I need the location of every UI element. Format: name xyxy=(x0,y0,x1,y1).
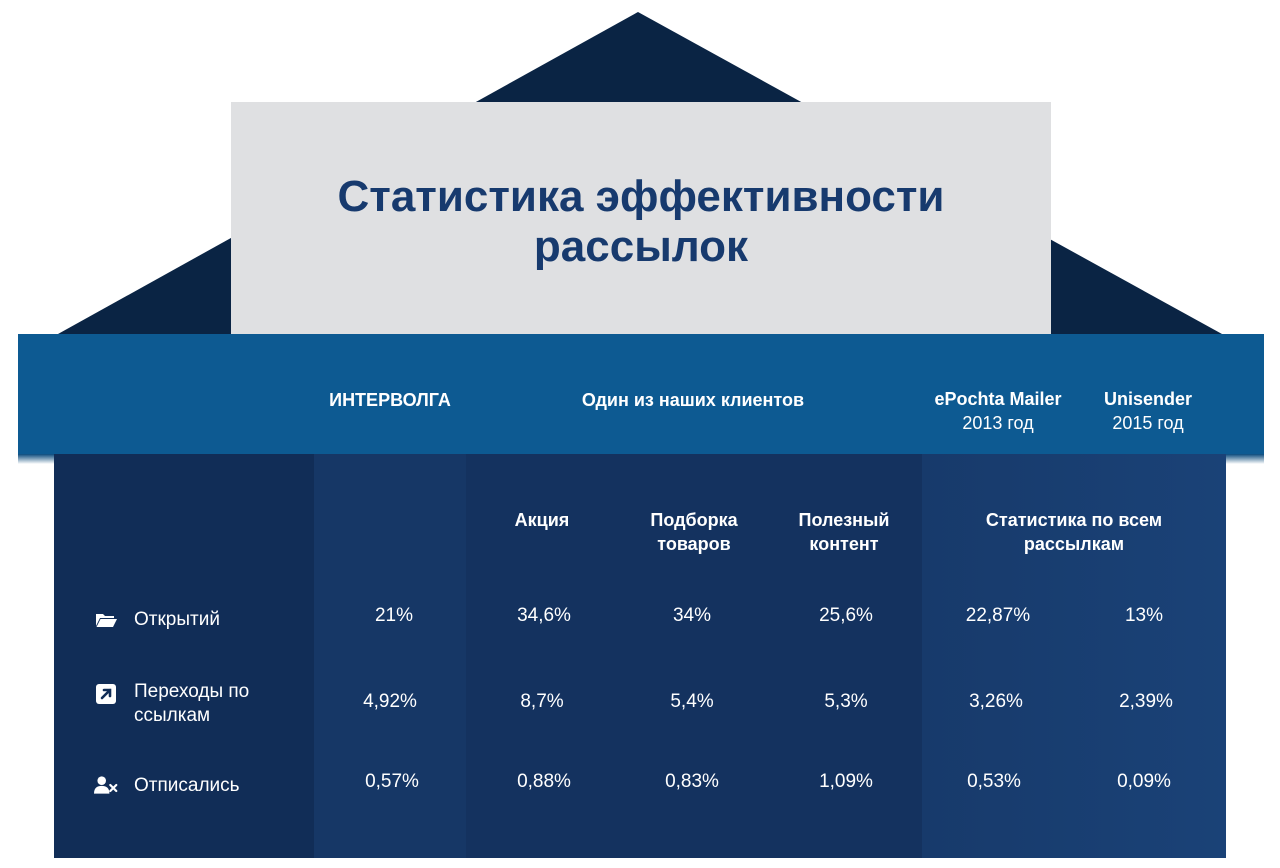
subheader-selection: Подборка товаров xyxy=(650,510,738,554)
table-cell: 21% xyxy=(374,605,414,626)
header-band xyxy=(18,334,1264,454)
table-cell: 2,39% xyxy=(1119,691,1173,712)
title-card: Статистика эффективности рассылок xyxy=(231,102,1051,334)
table-cell: 4,92% xyxy=(363,691,417,712)
user-remove-icon xyxy=(94,776,118,794)
table-cell: 0,53% xyxy=(967,771,1021,792)
column-header-unisender-year: 2015 год xyxy=(1112,413,1184,433)
table-cell: 1,09% xyxy=(819,771,873,792)
table-cell: 34% xyxy=(672,605,712,626)
table-cell: 5,4% xyxy=(670,691,714,712)
column-header-client: Один из наших клиентов xyxy=(581,390,805,410)
subheader-all-stats: Статистика по всем рассылкам xyxy=(985,510,1163,554)
table-cell: 8,7% xyxy=(520,691,564,712)
column-shade-client xyxy=(466,454,922,858)
external-link-icon xyxy=(96,684,116,704)
row-label-opens: Открытий xyxy=(134,609,220,630)
table-cell: 22,87% xyxy=(965,605,1031,626)
column-header-epochta-year: 2013 год xyxy=(962,413,1034,433)
table-cell: 0,57% xyxy=(365,771,419,792)
row-label-clicks: Переходы по ссылкам xyxy=(134,681,250,726)
column-header-unisender-name: Unisender xyxy=(1103,389,1193,409)
table-cell: 0,83% xyxy=(665,771,719,792)
table-cell: 25,6% xyxy=(819,605,873,626)
table-cell: 13% xyxy=(1124,605,1164,626)
table-cell: 0,88% xyxy=(517,771,571,792)
column-header-unisender: Unisender 2015 год xyxy=(1088,387,1208,435)
column-header-epochta-name: ePochta Mailer xyxy=(934,389,1062,409)
table-cell: 0,09% xyxy=(1117,771,1171,792)
page-title: Статистика эффективности рассылок xyxy=(337,172,945,271)
table-cell: 3,26% xyxy=(969,691,1023,712)
subheader-promo: Акция xyxy=(514,510,570,530)
column-shade-stats xyxy=(922,454,1226,858)
subheader-useful: Полезный контент xyxy=(798,510,890,554)
column-header-epochta: ePochta Mailer 2013 год xyxy=(918,387,1078,435)
row-label-unsubscribed: Отписались xyxy=(134,775,240,796)
column-shade-company xyxy=(314,454,466,858)
folder-open-icon xyxy=(96,614,117,627)
table-cell: 34,6% xyxy=(517,605,571,626)
column-header-company: ИНТЕРВОЛГА xyxy=(329,390,451,410)
table-cell: 5,3% xyxy=(824,691,868,712)
